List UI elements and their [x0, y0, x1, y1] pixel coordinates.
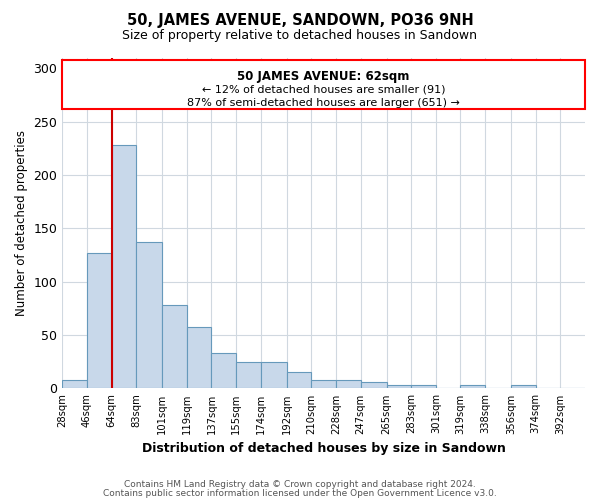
Text: ← 12% of detached houses are smaller (91): ← 12% of detached houses are smaller (91… — [202, 84, 445, 94]
Bar — [187, 326, 211, 388]
Text: 87% of semi-detached houses are larger (651) →: 87% of semi-detached houses are larger (… — [187, 98, 460, 108]
Text: Contains HM Land Registry data © Crown copyright and database right 2024.: Contains HM Land Registry data © Crown c… — [124, 480, 476, 489]
Bar — [287, 372, 311, 388]
Bar — [386, 385, 411, 388]
Bar — [261, 362, 287, 388]
Bar — [511, 385, 536, 388]
Bar — [460, 385, 485, 388]
Bar — [87, 253, 112, 388]
FancyBboxPatch shape — [62, 60, 585, 108]
Text: 50 JAMES AVENUE: 62sqm: 50 JAMES AVENUE: 62sqm — [238, 70, 410, 84]
Bar — [236, 362, 261, 388]
X-axis label: Distribution of detached houses by size in Sandown: Distribution of detached houses by size … — [142, 442, 506, 455]
Text: 50, JAMES AVENUE, SANDOWN, PO36 9NH: 50, JAMES AVENUE, SANDOWN, PO36 9NH — [127, 12, 473, 28]
Bar — [136, 242, 162, 388]
Bar — [62, 380, 87, 388]
Bar — [211, 353, 236, 388]
Bar — [162, 305, 187, 388]
Y-axis label: Number of detached properties: Number of detached properties — [15, 130, 28, 316]
Bar — [112, 145, 136, 388]
Bar — [336, 380, 361, 388]
Text: Size of property relative to detached houses in Sandown: Size of property relative to detached ho… — [122, 29, 478, 42]
Bar — [411, 385, 436, 388]
Text: Contains public sector information licensed under the Open Government Licence v3: Contains public sector information licen… — [103, 488, 497, 498]
Bar — [361, 382, 386, 388]
Bar — [311, 380, 336, 388]
